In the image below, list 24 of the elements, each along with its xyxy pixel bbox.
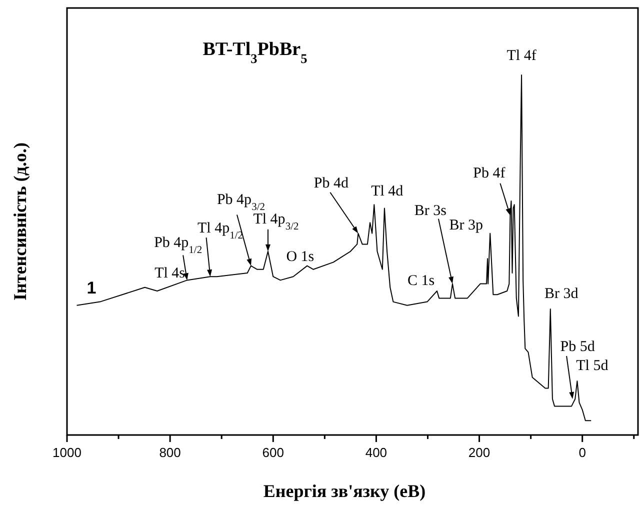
x-axis-title: Енергія зв'язку (еВ) xyxy=(263,481,426,501)
y-axis-title: Інтенсивність (д.о.) xyxy=(10,142,30,300)
x-tick-label: 800 xyxy=(159,445,181,460)
annotation: Br 3d xyxy=(544,286,579,302)
annotation: Tl 5d xyxy=(576,358,609,374)
annotation: Pb 4d xyxy=(314,175,349,192)
chart-title: BT-Tl$_{3}$PbBr$_{5}$ xyxy=(202,39,308,66)
x-tick-label: 1000 xyxy=(52,445,82,460)
annotation: Pb 4p$_{3/2}$ xyxy=(216,192,265,212)
annotation: Pb 5d xyxy=(560,339,596,355)
annotation: Tl 4d xyxy=(371,184,404,200)
annotation: Br 3p xyxy=(449,217,483,234)
x-tick-label: 200 xyxy=(468,445,490,460)
x-tick-label: 600 xyxy=(262,445,284,460)
annotation: Tl 4f xyxy=(506,48,536,64)
annotation: C 1s xyxy=(407,273,435,289)
x-tick-label: 0 xyxy=(578,445,586,460)
series-label: 1 xyxy=(86,278,96,298)
annotation: Pb 4f xyxy=(473,165,506,182)
x-tick-label: 400 xyxy=(365,445,388,460)
annotation: Tl 4p$_{3/2}$ xyxy=(253,211,299,232)
annotation: O 1s xyxy=(286,248,314,265)
annotation: Br 3s xyxy=(414,202,447,219)
annotation: Tl 4s xyxy=(154,265,186,282)
